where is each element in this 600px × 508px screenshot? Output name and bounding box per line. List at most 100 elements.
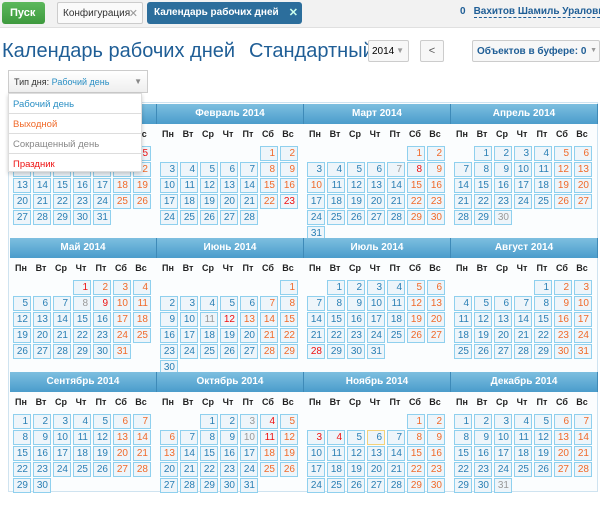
- calendar-day[interactable]: 14: [240, 178, 258, 193]
- calendar-day[interactable]: 26: [554, 194, 572, 209]
- calendar-day[interactable]: 14: [514, 312, 532, 327]
- calendar-day[interactable]: 8: [327, 296, 345, 311]
- close-icon[interactable]: ✕: [288, 7, 298, 19]
- calendar-day[interactable]: 17: [307, 194, 325, 209]
- calendar-day[interactable]: 4: [180, 162, 198, 177]
- calendar-day[interactable]: 29: [53, 210, 71, 225]
- calendar-day[interactable]: 4: [200, 296, 218, 311]
- calendar-day[interactable]: 17: [240, 446, 258, 461]
- calendar-day[interactable]: 17: [574, 312, 592, 327]
- calendar-day[interactable]: 14: [133, 430, 151, 445]
- calendar-day[interactable]: 11: [133, 296, 151, 311]
- calendar-day[interactable]: 19: [534, 446, 552, 461]
- calendar-day[interactable]: 2: [347, 280, 365, 295]
- calendar-day[interactable]: 14: [180, 446, 198, 461]
- buffer-dropdown[interactable]: Объектов в буфере: 0 ▼: [472, 40, 600, 62]
- calendar-day[interactable]: 20: [367, 462, 385, 477]
- calendar-day[interactable]: 16: [347, 312, 365, 327]
- calendar-day[interactable]: 13: [13, 178, 31, 193]
- calendar-day[interactable]: 17: [113, 312, 131, 327]
- calendar-day[interactable]: 12: [347, 178, 365, 193]
- calendar-day[interactable]: 8: [200, 430, 218, 445]
- calendar-day[interactable]: 24: [514, 194, 532, 209]
- calendar-day[interactable]: 16: [280, 178, 298, 193]
- calendar-day[interactable]: 10: [160, 178, 178, 193]
- calendar-day[interactable]: 29: [407, 210, 425, 225]
- calendar-day[interactable]: 19: [280, 446, 298, 461]
- calendar-day[interactable]: 2: [160, 296, 178, 311]
- calendar-day[interactable]: 30: [427, 210, 445, 225]
- calendar-day[interactable]: 14: [454, 178, 472, 193]
- calendar-day[interactable]: 1: [474, 146, 492, 161]
- calendar-day[interactable]: 9: [160, 312, 178, 327]
- calendar-day[interactable]: 21: [387, 462, 405, 477]
- calendar-day[interactable]: 14: [387, 446, 405, 461]
- calendar-day[interactable]: 15: [327, 312, 345, 327]
- calendar-day[interactable]: 27: [574, 194, 592, 209]
- calendar-day[interactable]: 23: [73, 194, 91, 209]
- calendar-day[interactable]: 9: [347, 296, 365, 311]
- calendar-day[interactable]: 3: [514, 146, 532, 161]
- calendar-day[interactable]: 28: [240, 210, 258, 225]
- calendar-day[interactable]: 20: [367, 194, 385, 209]
- year-select[interactable]: 2014 ▼: [368, 40, 409, 62]
- calendar-day[interactable]: 18: [327, 194, 345, 209]
- calendar-day[interactable]: 11: [180, 178, 198, 193]
- calendar-day[interactable]: 16: [220, 446, 238, 461]
- calendar-day[interactable]: 3: [180, 296, 198, 311]
- calendar-day[interactable]: 19: [347, 194, 365, 209]
- calendar-day[interactable]: 28: [260, 344, 278, 359]
- calendar-day[interactable]: 2: [474, 414, 492, 429]
- day-type-option[interactable]: Рабочий день: [9, 94, 141, 114]
- calendar-day[interactable]: 16: [554, 312, 572, 327]
- calendar-day[interactable]: 1: [534, 280, 552, 295]
- calendar-day[interactable]: 15: [474, 178, 492, 193]
- calendar-day[interactable]: 5: [280, 414, 298, 429]
- calendar-day[interactable]: 20: [220, 194, 238, 209]
- calendar-day[interactable]: 9: [220, 430, 238, 445]
- calendar-day[interactable]: 29: [13, 478, 31, 493]
- calendar-day[interactable]: 25: [73, 462, 91, 477]
- calendar-day[interactable]: 1: [13, 414, 31, 429]
- calendar-day[interactable]: 18: [454, 328, 472, 343]
- calendar-day[interactable]: 25: [180, 210, 198, 225]
- calendar-day[interactable]: 22: [73, 328, 91, 343]
- calendar-day[interactable]: 22: [407, 462, 425, 477]
- calendar-day[interactable]: 5: [200, 162, 218, 177]
- calendar-day[interactable]: 19: [13, 328, 31, 343]
- calendar-day[interactable]: 26: [347, 210, 365, 225]
- calendar-day[interactable]: 24: [307, 478, 325, 493]
- calendar-day[interactable]: 22: [53, 194, 71, 209]
- calendar-day[interactable]: 15: [407, 178, 425, 193]
- calendar-day[interactable]: 19: [347, 462, 365, 477]
- calendar-day[interactable]: 12: [280, 430, 298, 445]
- calendar-day[interactable]: 21: [260, 328, 278, 343]
- calendar-day[interactable]: 16: [427, 178, 445, 193]
- calendar-day[interactable]: 26: [347, 478, 365, 493]
- calendar-day[interactable]: 28: [307, 344, 325, 359]
- calendar-day[interactable]: 23: [494, 194, 512, 209]
- calendar-day[interactable]: 28: [514, 344, 532, 359]
- calendar-day[interactable]: 19: [407, 312, 425, 327]
- calendar-day[interactable]: 19: [220, 328, 238, 343]
- calendar-day[interactable]: 3: [160, 162, 178, 177]
- calendar-day[interactable]: 2: [220, 414, 238, 429]
- calendar-day[interactable]: 23: [33, 462, 51, 477]
- calendar-day[interactable]: 30: [220, 478, 238, 493]
- calendar-day[interactable]: 1: [200, 414, 218, 429]
- calendar-day[interactable]: 20: [494, 328, 512, 343]
- calendar-day[interactable]: 15: [280, 312, 298, 327]
- calendar-day[interactable]: 6: [220, 162, 238, 177]
- calendar-day[interactable]: 10: [514, 162, 532, 177]
- calendar-day[interactable]: 24: [180, 344, 198, 359]
- calendar-day[interactable]: 13: [33, 312, 51, 327]
- day-type-option[interactable]: Сокращенный день: [9, 134, 141, 154]
- calendar-day[interactable]: 24: [160, 210, 178, 225]
- calendar-day[interactable]: 17: [160, 194, 178, 209]
- day-type-option[interactable]: Праздник: [13, 159, 55, 170]
- calendar-day[interactable]: 11: [514, 430, 532, 445]
- calendar-day[interactable]: 1: [327, 280, 345, 295]
- calendar-day[interactable]: 19: [200, 194, 218, 209]
- calendar-day[interactable]: 31: [574, 344, 592, 359]
- calendar-day[interactable]: 25: [387, 328, 405, 343]
